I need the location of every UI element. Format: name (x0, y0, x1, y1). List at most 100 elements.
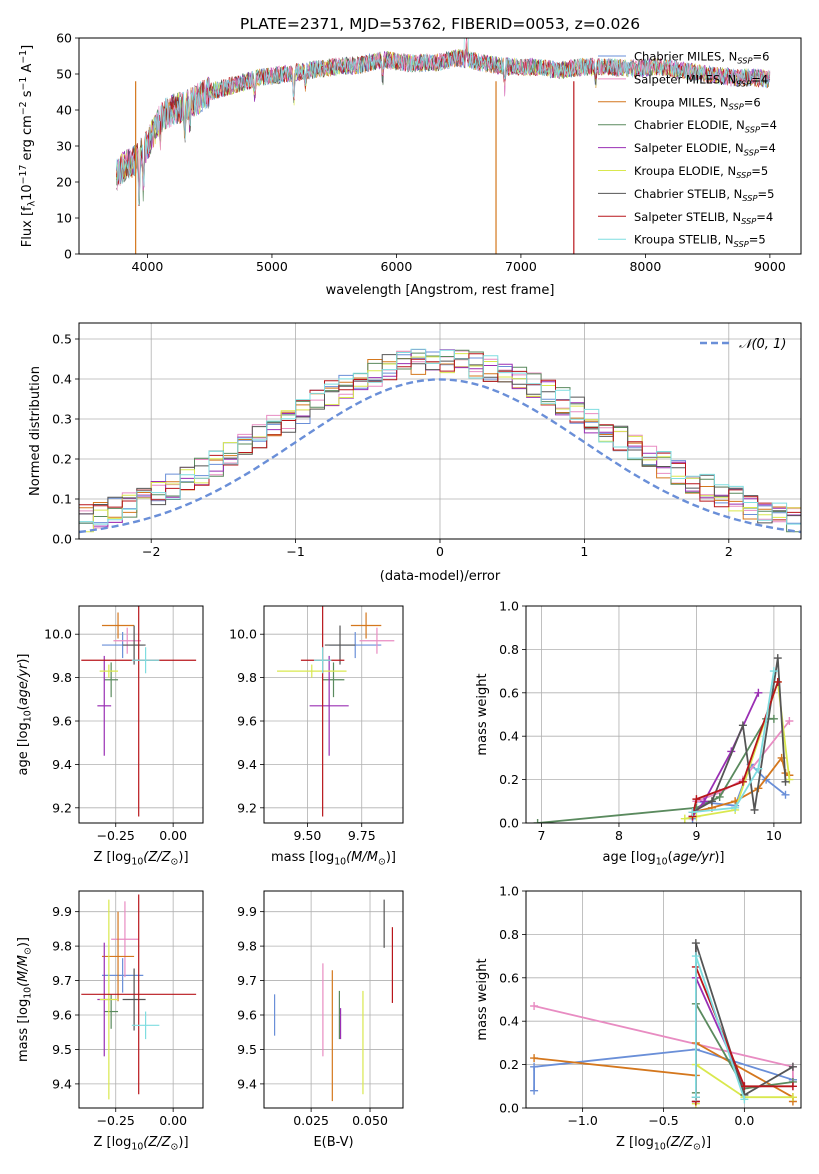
legend-entry: Chabrier STELIB, NSSP​=5 (634, 187, 774, 203)
age-vs-mass-xlabel-part: (M/M (346, 850, 378, 865)
weight-point (788, 1093, 797, 1102)
y-tick-label: 9.7 (52, 973, 72, 988)
weight-point (754, 688, 763, 697)
spectrum-ylabel-part: s (20, 90, 35, 101)
y-tick-label: 30 (56, 139, 72, 154)
legend-entry-part: SSP (736, 79, 751, 89)
legend-entry-part: =4 (760, 118, 777, 132)
mass-vs-Z-axes: −0.25 0.00 9.4 9.5 9.6 9.7 9.8 9.9 Z [log10​(Z/Z… (16, 890, 204, 1153)
weight-vs-Z-xlabel-part: ⊙ (693, 1142, 701, 1153)
y-tick-label: 9.8 (237, 939, 257, 954)
weight-series-line (691, 692, 760, 818)
weight-series-line (692, 670, 775, 813)
residuals-xlabel: (data-model)/error (380, 569, 501, 584)
weight-series-line (533, 1048, 794, 1091)
mass-vs-Z-xlabel-part: 10 (131, 1142, 143, 1153)
legend-entry-part: =5 (751, 164, 768, 178)
axes-frame (263, 605, 404, 824)
spectrum-series-line (116, 38, 771, 200)
weight-vs-Z-xlabel-part: (Z/Z (666, 1135, 694, 1150)
weight-vs-Z-xlabel-part: )] (701, 1135, 711, 1150)
y-tick-label: 9.6 (237, 1008, 257, 1023)
weight-point (785, 717, 794, 726)
legend-entry: Kroupa STELIB, NSSP​=5 (634, 233, 766, 249)
legend-entry-part: SSP (744, 147, 759, 157)
legend-entry-part: =4 (759, 141, 776, 155)
weight-point (740, 1082, 749, 1091)
x-tick-label: 9.75 (348, 828, 376, 843)
y-tick-label: 0.4 (499, 1014, 519, 1029)
legend-entry-part: Salpeter ELODIE, N (634, 141, 744, 155)
age-vs-Z-axes: −0.25 0.00 9.2 9.4 9.6 9.8 10.0 Z [log10​(Z/Z⊙​… (16, 605, 204, 868)
weight-point (738, 777, 747, 786)
weight-point (691, 939, 700, 948)
age-vs-Z-ylabel-part: ( (16, 705, 31, 710)
x-tick-label: 4000 (132, 259, 164, 274)
weight-point (781, 790, 790, 799)
weight-point (692, 795, 701, 804)
y-tick-label: 9.8 (237, 670, 257, 685)
weight-vs-age-ylabel: mass weight (475, 673, 490, 755)
age-vs-Z-xlabel-part: 10 (131, 857, 143, 868)
weight-vs-Z-xlabel: Z [log10​(Z/Z⊙​)] (616, 1135, 711, 1153)
weight-point (530, 1054, 539, 1063)
legend-entry: Kroupa MILES, NSSP​=6 (634, 95, 761, 111)
y-tick-label: 0.4 (499, 729, 519, 744)
x-tick-label: 0.0 (734, 1113, 754, 1128)
legend-entry: Chabrier MILES, NSSP​=6 (634, 50, 769, 66)
x-tick-label: 0.00 (159, 828, 187, 843)
y-tick-label: 20 (56, 175, 72, 190)
age-vs-Z-ylabel-part: age [log (16, 722, 31, 775)
weight-vs-Z-xlabel-part: 10 (654, 1142, 666, 1153)
legend-entry-part: =5 (749, 233, 766, 247)
axes-frame (525, 890, 802, 1109)
x-tick-label: −2 (142, 544, 160, 559)
weight-point (688, 808, 697, 817)
age-vs-Z-xlabel-part: Z [log (93, 850, 131, 865)
y-tick-label: 0.6 (499, 685, 519, 700)
age-vs-Z-ylabel: age [log10​(age/yr)] (16, 653, 34, 775)
residuals-axes: −2 −1 0 1 2 0.0 0.1 0.2 0.3 0.4 0.5 (data-model)/er… (28, 322, 802, 584)
weight-vs-age-xlabel-part: ( (668, 850, 673, 865)
age-vs-Z-xlabel-part: ⊙ (171, 857, 179, 868)
mass-vs-Z-xlabel-part: (Z/Z (143, 1135, 171, 1150)
legend-entry-part: Chabrier ELODIE, N (634, 118, 745, 132)
spectrum-ylabel-part: ] (20, 45, 35, 50)
mass-vs-Z-ylabel: mass [log10​(M/M⊙​)] (16, 937, 34, 1062)
legend-entry: Chabrier ELODIE, NSSP​=4 (634, 118, 777, 134)
weight-point (769, 714, 778, 723)
y-tick-label: 9.4 (52, 1076, 72, 1091)
weight-point (530, 1002, 539, 1011)
y-tick-label: 1.0 (499, 884, 519, 899)
x-tick-label: 0 (436, 544, 444, 559)
y-tick-label: 0.0 (499, 816, 519, 831)
figure-title: PLATE=2371, MJD=53762, FIBERID=0053, z=0… (240, 15, 640, 33)
weight-vs-age-xlabel-part: )] (714, 850, 724, 865)
y-tick-label: 0.2 (52, 452, 72, 467)
weight-series-line (691, 681, 779, 817)
x-tick-label: 6000 (381, 259, 413, 274)
y-tick-label: 10 (56, 211, 72, 226)
x-tick-label: 2 (725, 544, 733, 559)
y-tick-label: 1.0 (499, 599, 519, 614)
x-tick-label: 1 (580, 544, 588, 559)
y-tick-label: 0.1 (52, 492, 72, 507)
mass-vs-Z-ylabel-part: )] (16, 937, 31, 947)
x-tick-label: 0.025 (293, 1113, 329, 1128)
weight-vs-Z-series (530, 939, 797, 1108)
weight-point (530, 1062, 539, 1071)
mass-vs-EBV-xlabel: E(B-V) (313, 1135, 353, 1150)
weight-vs-age-series (533, 654, 794, 823)
age-vs-mass-axes: 9.50 9.75 9.2 9.4 9.6 9.8 10.0 mass [log10​(M/M… (229, 605, 404, 868)
y-tick-label: 9.6 (52, 1008, 72, 1023)
x-tick-label: −1 (286, 544, 304, 559)
age-vs-mass-points (277, 606, 395, 817)
weight-point (530, 1086, 539, 1095)
weight-vs-age-axes: 7 8 9 10 0.0 0.2 0.4 0.6 0.8 1.0 age [log10​(age/y… (475, 599, 802, 868)
x-tick-label: 9.50 (294, 828, 322, 843)
spectrum-ylabel-part: A (20, 64, 35, 77)
weight-point (754, 764, 763, 773)
weight-point (740, 1095, 749, 1104)
x-tick-label: 9000 (754, 259, 786, 274)
y-tick-label: 9.5 (52, 1042, 72, 1057)
